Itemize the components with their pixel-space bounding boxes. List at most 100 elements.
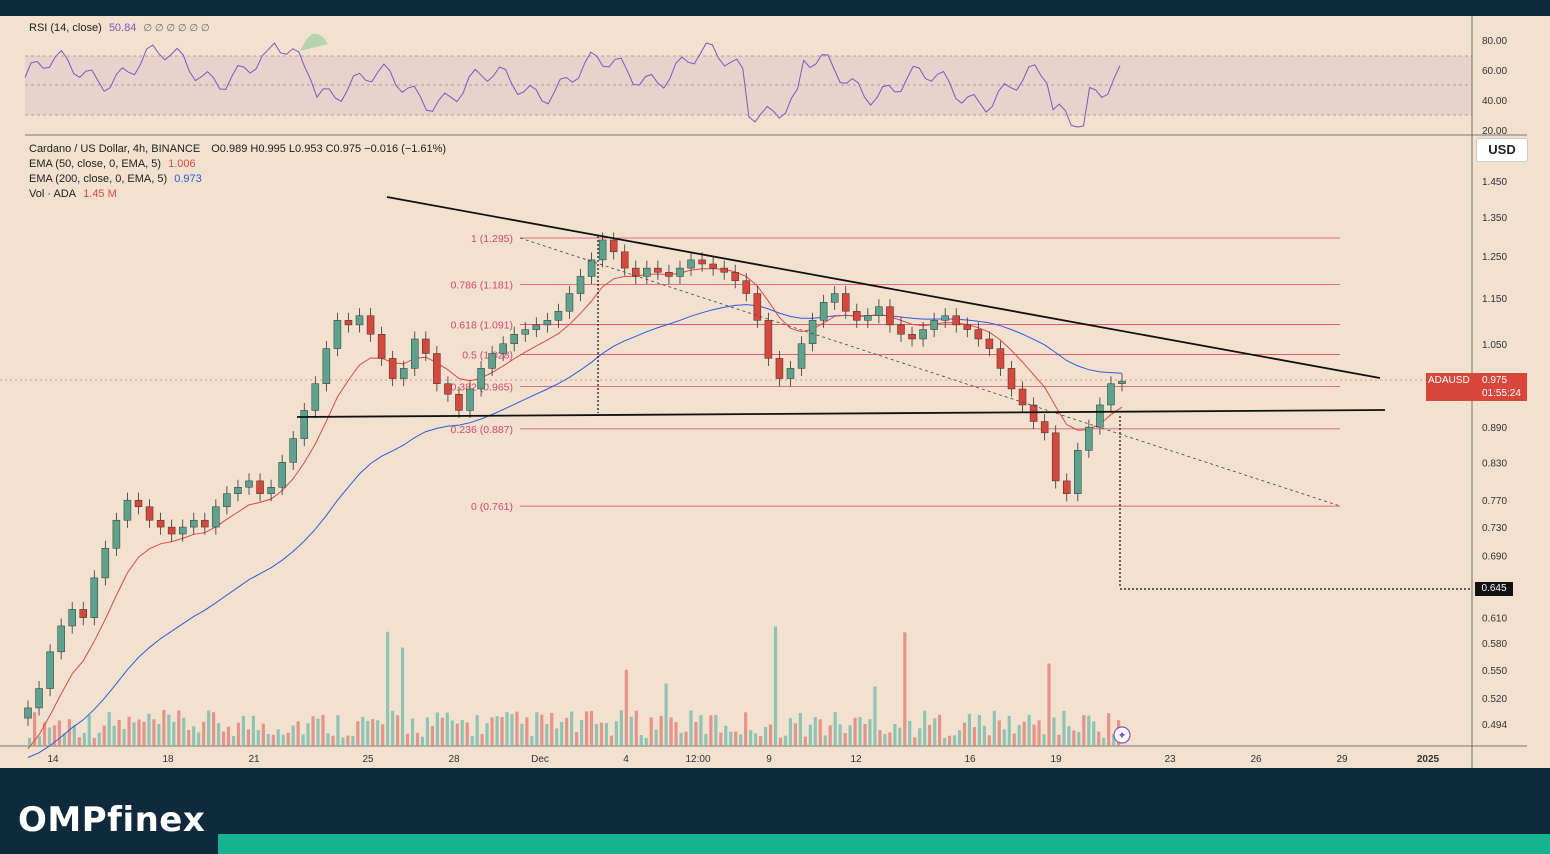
candle-body: [455, 393, 463, 411]
volume-bar: [32, 712, 37, 746]
volume-bar: [1112, 734, 1116, 746]
volume-bar: [410, 718, 415, 746]
volume-legend[interactable]: Vol · ADA 1.45 M: [29, 188, 117, 200]
candle-body: [742, 280, 751, 294]
candle-body: [996, 348, 1005, 369]
volume-bar: [1067, 726, 1071, 746]
candle-body: [654, 267, 662, 273]
volume-bar: [634, 710, 638, 746]
price-tick-label: 0.690: [1482, 551, 1507, 562]
volume-bar: [182, 717, 186, 746]
chart-area[interactable]: 1 (1.295) 0.786 (1.181) 0.618 (1.091) 0.5 (…: [0, 16, 1550, 768]
volume-bar: [122, 728, 126, 746]
candle-body: [665, 271, 673, 277]
volume-bar: [1092, 721, 1096, 746]
descending-trendline[interactable]: [386, 196, 1381, 379]
volume-bar: [982, 725, 986, 746]
volume-bar: [560, 721, 564, 746]
candle-body: [1096, 404, 1104, 428]
candle-body: [245, 480, 253, 488]
volume-bar: [87, 715, 91, 746]
volume-bar: [972, 727, 977, 746]
fib-level-label: 0.786 (1.181): [451, 279, 513, 291]
volume-bar: [400, 647, 405, 746]
volume-bar: [296, 721, 300, 746]
volume-bar: [1042, 734, 1046, 746]
candle-body: [565, 293, 574, 312]
candle-body: [521, 329, 530, 335]
volume-bar: [758, 736, 763, 746]
volume-bar: [679, 732, 683, 746]
volume-bar: [425, 717, 430, 746]
price-tick-label: 0.580: [1482, 639, 1507, 650]
volume-bar: [177, 710, 181, 746]
volume-bar: [430, 725, 434, 746]
volume-bar: [37, 736, 42, 746]
volume-bar: [505, 712, 509, 746]
rsi-axis-ticks: 80.00 60.00 40.00 20.00: [1482, 36, 1507, 137]
volume-bar: [629, 716, 633, 746]
candle-body: [466, 388, 474, 411]
volume-bar: [455, 723, 459, 746]
candle-body: [609, 239, 618, 253]
volume-bar: [604, 723, 609, 746]
volume-bar: [719, 732, 723, 746]
ema200-legend[interactable]: EMA (200, close, 0, EMA, 5) 0.973: [29, 173, 202, 185]
volume-bar: [445, 712, 449, 746]
price-tick-label: 0.770: [1482, 496, 1507, 507]
price-tick-label: 0.520: [1482, 694, 1507, 705]
volume-bar: [450, 720, 454, 746]
volume-bar: [828, 725, 832, 746]
candle-body: [587, 259, 596, 277]
volume-bar: [734, 731, 738, 746]
volume-bar: [957, 730, 962, 746]
volume-bar: [729, 731, 733, 746]
volume-bar: [231, 736, 236, 746]
candle-body: [422, 338, 430, 354]
time-tick-label: 28: [448, 754, 460, 765]
volume-bar: [798, 713, 802, 746]
add-indicator-icon[interactable]: [1113, 726, 1131, 744]
volume-bar: [823, 735, 827, 746]
candle-body: [112, 519, 121, 549]
volume-bar: [465, 722, 469, 746]
volume-bar: [167, 714, 171, 746]
candle-body: [875, 306, 883, 316]
currency-button[interactable]: USD: [1476, 138, 1528, 162]
candle-body: [985, 338, 994, 349]
volume-bar: [555, 728, 559, 746]
volume-bar: [197, 732, 201, 746]
time-axis-ticks: 14 18 21 25 28 Dec 4 12:00 9 12 16 19 23 26 29 2025: [47, 754, 1439, 765]
candle-body: [709, 263, 717, 269]
volume-bar: [923, 710, 927, 746]
price-tick-label: 1.350: [1482, 213, 1507, 224]
volume-bar: [952, 735, 957, 746]
candle-body: [952, 315, 960, 326]
volume-bar: [107, 712, 111, 746]
candle-body: [300, 410, 309, 439]
rsi-line: [24, 42, 1121, 128]
ema50-line: [27, 268, 1123, 750]
price-tick-label: 0.550: [1482, 666, 1507, 677]
candle-body: [554, 310, 563, 321]
rsi-overbought-fill: [300, 34, 328, 51]
candle-body: [145, 506, 154, 521]
volume-bar: [997, 720, 1001, 746]
volume-bar: [967, 713, 972, 746]
candle-body: [444, 383, 452, 395]
ema50-legend[interactable]: EMA (50, close, 0, EMA, 5) 1.006: [29, 158, 196, 170]
candle-body: [532, 324, 541, 330]
ema50-value: 1.006: [168, 158, 196, 170]
candle-body: [841, 293, 850, 312]
volume-bar: [246, 729, 250, 746]
volume-bar: [579, 720, 584, 746]
volume-bar: [863, 723, 867, 746]
volume-bar: [575, 732, 579, 746]
volume-bar: [813, 717, 817, 746]
volume-bar: [773, 626, 778, 746]
candle-body: [1040, 421, 1049, 434]
price-chart[interactable]: 1 (1.295)0.786 (1.181)0.618 (1.091)0.5 (…: [0, 16, 1550, 768]
volume-bar: [127, 716, 131, 746]
volume-bar: [341, 737, 345, 746]
support-line[interactable]: [296, 409, 1386, 418]
